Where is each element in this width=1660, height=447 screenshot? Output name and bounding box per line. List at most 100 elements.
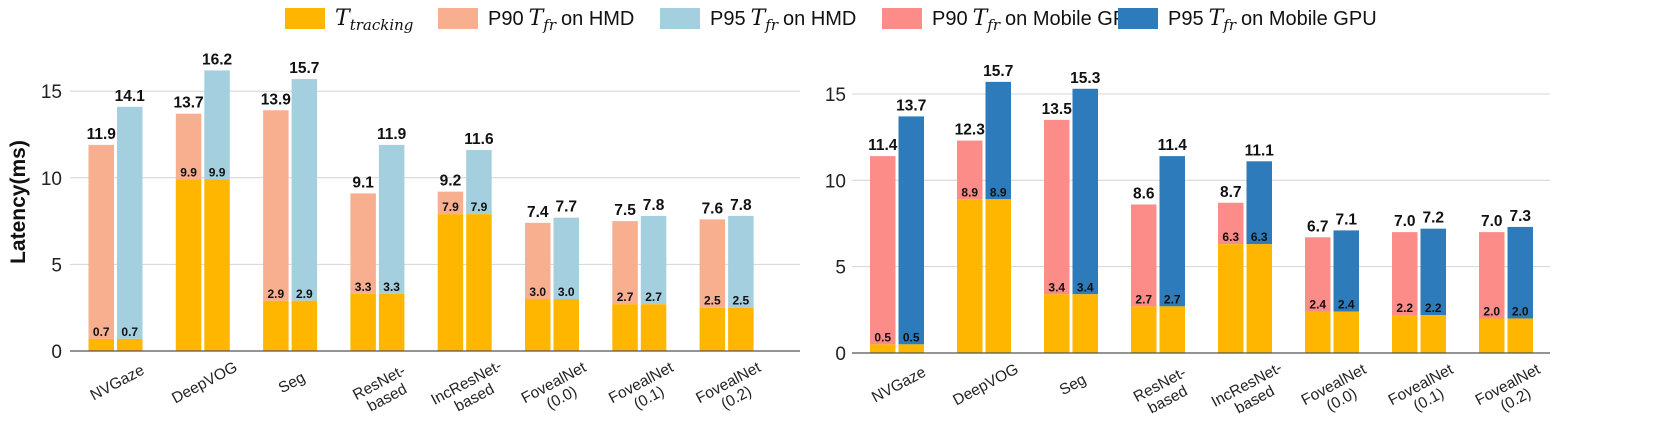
bar-segment-p90	[612, 221, 638, 305]
bar-total-label: 7.6	[702, 200, 724, 217]
bar-tracking-label: 2.9	[268, 287, 285, 301]
x-category-label: IncResNet-based	[1209, 359, 1293, 425]
bar-segment-tracking	[1159, 306, 1185, 353]
bar-total-label: 7.3	[1509, 208, 1531, 225]
bar-tracking-label: 3.0	[529, 285, 546, 299]
bar-segment-p90	[1131, 204, 1157, 307]
bar-segment-p90	[699, 219, 726, 308]
bar-total-label: 7.5	[614, 202, 636, 219]
x-category-line: DeepVOG	[950, 361, 1021, 410]
y-tick-label: 15	[41, 82, 62, 103]
bar-segment-tracking	[1218, 244, 1244, 353]
legend-prefix: P95	[710, 7, 746, 30]
bar-segment-p90	[1218, 202, 1244, 245]
bar-tracking-label: 7.9	[471, 200, 488, 214]
legend-suffix: on Mobile GPU	[1005, 7, 1141, 30]
bar-tracking-label: 3.3	[383, 280, 400, 294]
bar-segment-tracking	[263, 300, 289, 351]
bar-segment-p90	[350, 193, 376, 294]
bar-segment-p95	[1420, 228, 1446, 316]
y-tick-label: 0	[51, 342, 62, 363]
y-tick-label: 5	[51, 255, 62, 276]
bar-tracking-label: 6.3	[1222, 230, 1239, 244]
x-category-line: DeepVOG	[169, 359, 240, 408]
bar-tracking-label: 8.9	[990, 185, 1007, 199]
bar-total-label: 15.7	[289, 60, 319, 77]
bar-segment-tracking	[898, 344, 924, 353]
bar-tracking-label: 0.5	[874, 330, 891, 344]
bar-tracking-label: 2.5	[704, 294, 721, 308]
bar-segment-tracking	[117, 338, 143, 351]
legend-suffix: on HMD	[561, 7, 635, 30]
bar-total-label: 7.8	[730, 197, 752, 214]
bar-segment-p95	[640, 215, 667, 305]
bar-segment-p90	[870, 156, 896, 345]
bar-total-label: 7.2	[1422, 210, 1444, 227]
bar-segment-tracking	[350, 293, 376, 351]
bar-total-label: 15.3	[1070, 70, 1101, 87]
bar-segment-tracking	[525, 299, 551, 351]
bar-total-label: 11.4	[1158, 137, 1188, 154]
bar-segment-p95	[291, 79, 318, 301]
bar-segment-p95	[1333, 230, 1359, 312]
x-category-line: NVGaze	[869, 364, 929, 407]
bar-tracking-label: 2.7	[645, 290, 662, 304]
bar-tracking-label: 2.2	[1396, 301, 1413, 315]
x-category-label: Seg	[1057, 371, 1089, 399]
legend-prefix: P90	[488, 7, 524, 30]
bar-segment-p95	[378, 144, 405, 294]
x-category-label: FovealNet(0.0)	[519, 359, 598, 423]
bar-total-label: 13.7	[173, 95, 203, 112]
bar-tracking-label: 2.9	[296, 287, 313, 301]
bar-segment-p95	[1246, 161, 1272, 245]
legend-math: T	[1208, 5, 1224, 31]
bar-segment-tracking	[291, 300, 318, 351]
bar-tracking-label: 8.9	[961, 185, 978, 199]
x-category-label: IncResNet-based	[428, 357, 512, 423]
bar-segment-tracking	[175, 179, 202, 351]
bar-segment-p90	[1392, 232, 1418, 316]
bar-segment-tracking	[1131, 306, 1157, 353]
legend-subscript: fr	[543, 15, 557, 34]
x-category-label: FovealNet(0.1)	[1386, 361, 1465, 425]
bar-total-label: 7.7	[555, 199, 577, 216]
bar-total-label: 13.7	[896, 97, 926, 114]
legend-prefix: P95	[1168, 7, 1204, 30]
bar-segment-tracking	[466, 214, 492, 351]
bar-segment-tracking	[957, 199, 983, 353]
bar-segment-tracking	[553, 299, 579, 351]
bar-tracking-label: 9.9	[209, 166, 226, 180]
x-category-line: NVGaze	[88, 362, 148, 405]
y-tick-label: 15	[825, 85, 846, 106]
y-tick-label: 5	[835, 258, 846, 279]
bar-tracking-label: 3.4	[1077, 280, 1094, 294]
bar-segment-p90	[88, 144, 114, 339]
bar-total-label: 11.9	[377, 126, 407, 143]
bar-segment-tracking	[437, 214, 464, 351]
legend-prefix: P90	[932, 7, 968, 30]
bar-segment-p95	[553, 217, 579, 300]
bar-total-label: 9.2	[440, 173, 462, 190]
x-category-label: NVGaze	[869, 364, 929, 407]
legend-suffix: on Mobile GPU	[1241, 7, 1377, 30]
bar-tracking-label: 2.7	[1135, 292, 1152, 306]
x-category-label: DeepVOG	[950, 361, 1021, 410]
bar-segment-tracking	[612, 304, 638, 351]
legend-swatch-p95-mobile	[1118, 7, 1158, 29]
y-tick-label: 10	[41, 169, 62, 190]
bar-tracking-label: 9.9	[180, 166, 197, 180]
bar-segment-tracking	[1392, 315, 1418, 353]
x-category-label: ResNet-based	[350, 362, 416, 419]
bar-segment-tracking	[1333, 311, 1359, 353]
legend-math: T	[528, 5, 544, 31]
legend-subscript: tracking	[349, 15, 414, 34]
x-category-label: FovealNet(0.1)	[606, 359, 685, 423]
legend-swatch-p90-hmd	[438, 7, 478, 29]
legend-subscript: fr	[765, 15, 779, 34]
